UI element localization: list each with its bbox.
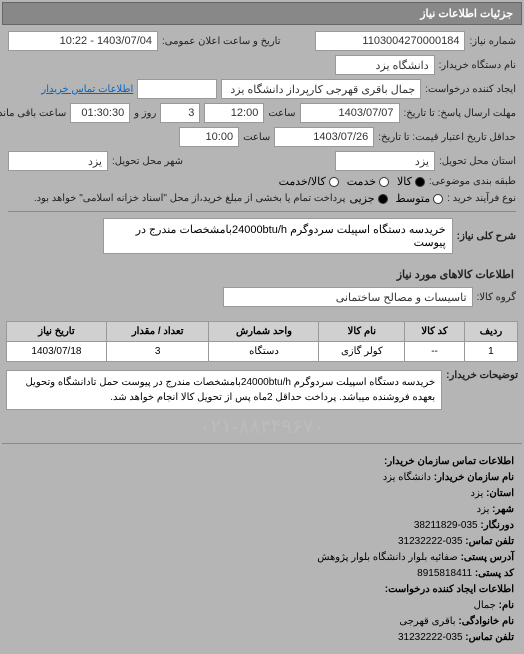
cell-unit: دستگاه	[209, 342, 319, 362]
min-date-label: حداقل تاریخ اعتبار قیمت: تا تاریخ:	[378, 132, 516, 143]
cell-name: کولر گازی	[319, 342, 405, 362]
delivery-province-input[interactable]	[335, 151, 435, 171]
radio-kala-label: کالا	[397, 175, 412, 188]
explain-box: خریدسه دستگاه اسپیلت سردوگرم 24000btu/hب…	[6, 370, 442, 410]
radio-jozi-label: جزیی	[349, 192, 374, 205]
cell-row: 1	[464, 342, 517, 362]
phone2-value: 035-31232222	[398, 632, 463, 643]
radio-kala-khedmat-label: کالا/خدمت	[279, 175, 326, 188]
header-title: جزئیات اطلاعات نیاز	[420, 8, 513, 20]
radio-dot-icon	[329, 177, 339, 187]
process-note: پرداخت تمام یا بخشی از مبلغ خرید،از محل …	[34, 193, 346, 204]
group-input[interactable]	[223, 287, 473, 307]
province-value: یزد	[471, 488, 484, 499]
org-value: دانشگاه یزد	[383, 472, 431, 483]
cell-qty: 3	[106, 342, 209, 362]
package-radio-group: کالا خدمت کالا/خدمت	[279, 175, 425, 188]
creator-info-label: اطلاعات ایجاد کننده درخواست:	[385, 584, 514, 595]
radio-khedmat[interactable]: خدمت	[347, 175, 389, 188]
fax-label: دورنگار:	[480, 520, 514, 531]
package-label: طبقه بندی موضوعی:	[429, 176, 516, 187]
delivery-city-input[interactable]	[8, 151, 108, 171]
request-number-input[interactable]	[315, 31, 465, 51]
phone2-label: تلفن تماس:	[465, 632, 514, 643]
announce-date-input[interactable]	[8, 31, 158, 51]
page-header: جزئیات اطلاعات نیاز	[2, 2, 522, 25]
radio-dot-icon	[378, 194, 388, 204]
family-value: باقری قهرجی	[399, 616, 455, 627]
buyer-name-input[interactable]	[335, 55, 435, 75]
city-value: یزد	[477, 504, 490, 515]
col-code: کد کالا	[405, 322, 465, 342]
form-area: شماره نیاز: تاریخ و ساعت اعلان عمومی: نا…	[2, 25, 522, 264]
explain-label: توضیحات خریدار:	[446, 370, 518, 381]
fax-value: 035-38211829	[414, 520, 478, 531]
days-input[interactable]	[160, 103, 200, 123]
cell-date: 1403/07/18	[7, 342, 107, 362]
city-label: شهر:	[492, 504, 514, 515]
buyer-contact-link[interactable]: اطلاعات تماس خریدار	[41, 84, 133, 95]
buyer-name-label: نام دستگاه خریدار:	[439, 60, 516, 71]
phone-label: تلفن تماس:	[465, 536, 514, 547]
delivery-city-label: شهر محل تحویل:	[112, 156, 183, 167]
creator-label: ایجاد کننده درخواست:	[425, 84, 516, 95]
delivery-province-label: استان محل تحویل:	[439, 156, 516, 167]
buyer-contact-input[interactable]	[137, 79, 217, 99]
radio-dot-icon	[415, 177, 425, 187]
deadline-date-input[interactable]	[300, 103, 400, 123]
radio-jozi[interactable]: جزیی	[349, 192, 387, 205]
address-label: آدرس پستی:	[461, 552, 514, 563]
creator-input[interactable]	[221, 79, 421, 99]
footer-section: اطلاعات تماس سازمان خریدار: نام سازمان خ…	[2, 448, 522, 652]
col-date: تاریخ نیاز	[7, 322, 107, 342]
col-row: ردیف	[464, 322, 517, 342]
col-qty: تعداد / مقدار	[106, 322, 209, 342]
address-value: صفائیه بلوار دانشگاه بلوار پژوهش	[317, 552, 458, 563]
watermark: ۰۲۱-۸۸۳۴۹۶۷۰	[2, 414, 522, 439]
name-label: نام:	[499, 600, 514, 611]
col-name: نام کالا	[319, 322, 405, 342]
min-date-input[interactable]	[274, 127, 374, 147]
min-time-input[interactable]	[179, 127, 239, 147]
family-label: نام خانوادگی:	[458, 616, 514, 627]
goods-table: ردیف کد کالا نام کالا واحد شمارش تعداد /…	[6, 321, 518, 362]
postal-value: 8915818411	[417, 568, 472, 579]
deadline-time-input[interactable]	[204, 103, 264, 123]
table-row: 1 -- کولر گازی دستگاه 3 1403/07/18	[7, 342, 518, 362]
announce-date-label: تاریخ و ساعت اعلان عمومی:	[162, 36, 281, 47]
radio-mutawaset-label: متوسط	[396, 192, 431, 205]
radio-khedmat-label: خدمت	[347, 175, 376, 188]
process-label: نوع فرآیند خرید :	[447, 193, 516, 204]
remaining-time-input[interactable]	[70, 103, 130, 123]
radio-mutawaset[interactable]: متوسط	[396, 192, 444, 205]
radio-kala[interactable]: کالا	[397, 175, 425, 188]
col-unit: واحد شمارش	[209, 322, 319, 342]
group-label: گروه کالا:	[477, 292, 516, 303]
radio-kala-khedmat[interactable]: کالا/خدمت	[279, 175, 339, 188]
summary-label: شرح کلی نیاز:	[457, 231, 516, 242]
remaining-label: ساعت باقی مانده	[0, 108, 66, 119]
province-label: استان:	[486, 488, 514, 499]
process-radio-group: متوسط جزیی	[349, 192, 443, 205]
goods-table-area: ردیف کد کالا نام کالا واحد شمارش تعداد /…	[2, 317, 522, 366]
time-label-1: ساعت	[268, 108, 295, 119]
goods-title: اطلاعات کالاهای مورد نیاز	[397, 269, 514, 281]
deadline-label: مهلت ارسال پاسخ: تا تاریخ:	[404, 108, 516, 119]
org-label: نام سازمان خریدار:	[434, 472, 514, 483]
footer-title: اطلاعات تماس سازمان خریدار:	[384, 456, 514, 467]
goods-section-title: اطلاعات کالاهای مورد نیاز	[2, 264, 522, 285]
name-value: جمال	[474, 600, 496, 611]
radio-dot-icon	[379, 177, 389, 187]
request-number-label: شماره نیاز:	[469, 36, 516, 47]
day-label: روز و	[134, 108, 156, 119]
postal-label: کد پستی:	[475, 568, 514, 579]
cell-code: --	[405, 342, 465, 362]
summary-box: خریدسه دستگاه اسپیلت سردوگرم 24000btu/hب…	[103, 218, 453, 254]
phone-value: 035-31232222	[398, 536, 463, 547]
time-label-2: ساعت	[243, 132, 270, 143]
radio-dot-icon	[433, 194, 443, 204]
